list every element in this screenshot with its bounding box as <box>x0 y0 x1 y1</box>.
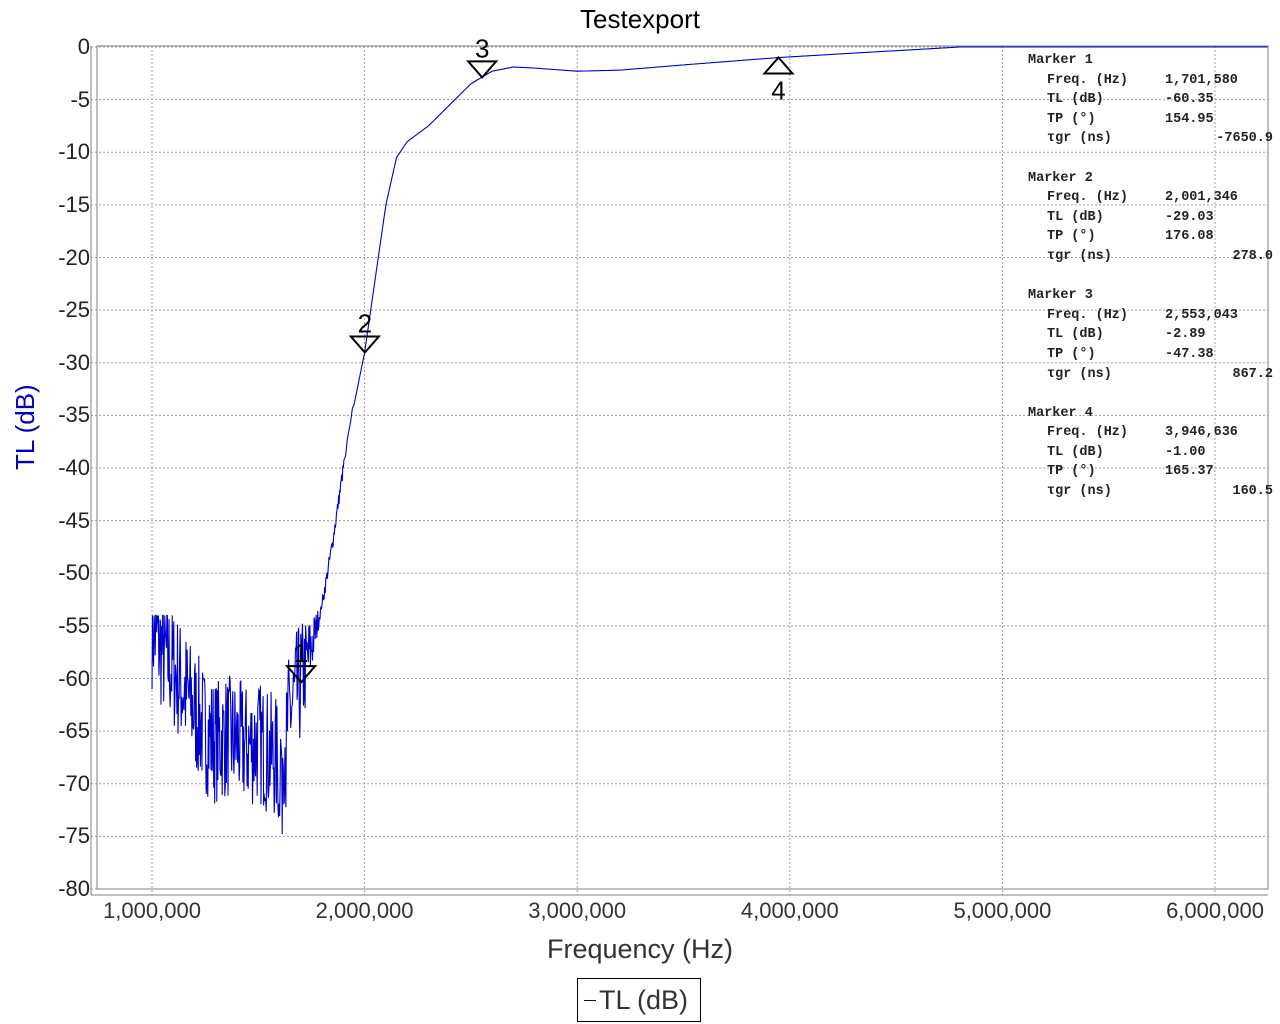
y-tick-label: -65 <box>58 718 90 744</box>
marker-readout-label: TL (dB) <box>1047 209 1104 225</box>
marker-readout-value: 278.0 <box>1232 248 1273 264</box>
y-tick-label: -35 <box>58 402 90 428</box>
marker-readout-row: Freq. (Hz) 1,701,580 <box>1028 71 1273 91</box>
marker-readout-value: -60.35 <box>1165 92 1214 108</box>
marker-triangle-icon[interactable] <box>762 56 795 75</box>
marker-readout-panel: Marker 1 Freq. (Hz) 1,701,580 TL (dB) -60.35… <box>1028 51 1273 521</box>
marker-readout-label: TL (dB) <box>1047 92 1104 108</box>
marker-readout-title: Marker 4 <box>1028 405 1093 421</box>
y-tick-label: -50 <box>58 560 90 586</box>
marker-readout-row: TP (°) 165.37 <box>1028 462 1273 482</box>
x-tick-label: 1,000,000 <box>103 898 201 923</box>
marker-readout-row: τgr (ns) 867.2 <box>1028 365 1273 385</box>
marker-number-label: 2 <box>358 309 372 339</box>
y-tick-label: -40 <box>58 455 90 480</box>
marker-readout-label: τgr (ns) <box>1047 366 1112 382</box>
marker-readout-row: Freq. (Hz) 3,946,636 <box>1028 423 1273 443</box>
marker-readout-row: τgr (ns) -7650.9 <box>1028 129 1273 149</box>
marker-readout-value: 2,001,346 <box>1165 190 1238 206</box>
y-tick-label: -70 <box>58 770 90 796</box>
marker-readout-label: τgr (ns) <box>1047 248 1112 264</box>
x-axis-label: Frequency (Hz) <box>546 934 734 964</box>
y-tick-label: -25 <box>58 297 90 323</box>
tl-curve <box>151 46 1268 835</box>
y-tick-label: -5 <box>70 86 90 112</box>
marker-readout-row: TL (dB) -1.00 <box>1028 443 1273 463</box>
marker-readout-title: Marker 2 <box>1028 170 1093 186</box>
y-tick-label: -75 <box>58 823 90 849</box>
marker-readout-row: Freq. (Hz) 2,553,043 <box>1028 306 1273 326</box>
marker-number-label: 4 <box>771 76 785 106</box>
marker-readout-block: Marker 2 Freq. (Hz) 2,001,346 TL (dB) -29.03… <box>1028 169 1273 267</box>
marker-readout-block: Marker 4 Freq. (Hz) 3,946,636 TL (dB) -1.00 T… <box>1028 404 1273 502</box>
marker-readout-label: Freq. (Hz) <box>1047 72 1129 88</box>
marker-readout-value: 2,553,043 <box>1165 307 1238 323</box>
marker-readout-value: 165.37 <box>1165 464 1214 480</box>
marker-readout-row: TP (°) -47.38 <box>1028 345 1273 365</box>
marker-readout-label: τgr (ns) <box>1047 131 1112 147</box>
y-tick-label: -80 <box>58 876 90 901</box>
marker-readout-label: Freq. (Hz) <box>1047 307 1129 323</box>
legend: TL (dB) <box>577 978 701 1022</box>
x-tick-label: 4,000,000 <box>740 898 839 923</box>
marker-readout-label: TP (°) <box>1047 346 1096 362</box>
marker-number-label: 3 <box>475 33 489 63</box>
marker-number-label: 1 <box>294 638 308 668</box>
marker-readout-row: τgr (ns) 278.0 <box>1028 247 1273 267</box>
marker-readout-row: τgr (ns) 160.5 <box>1028 482 1273 502</box>
x-tick-label: 2,000,000 <box>315 898 414 923</box>
marker-readout-value: -2.89 <box>1165 327 1206 343</box>
legend-line-swatch <box>584 999 596 1001</box>
y-tick-label: -15 <box>58 191 90 217</box>
marker-readout-value: -29.03 <box>1165 209 1214 225</box>
y-axis-label: TL (dB) <box>10 384 40 470</box>
marker-readout-row: TP (°) 176.08 <box>1028 227 1273 247</box>
marker-readout-row: TL (dB) -29.03 <box>1028 208 1273 228</box>
marker-readout-row: Freq. (Hz) 2,001,346 <box>1028 188 1273 208</box>
marker-readout-value: -1.00 <box>1165 444 1206 460</box>
y-tick-label: -55 <box>58 612 90 638</box>
marker-readout-label: Freq. (Hz) <box>1047 425 1129 441</box>
y-tick-label: 0 <box>77 34 90 59</box>
marker-readout-label: Freq. (Hz) <box>1047 190 1129 206</box>
marker-glyphs: 1 2 3 4 <box>284 33 795 684</box>
marker-triangle-icon[interactable] <box>284 665 318 684</box>
marker-readout-value: 154.95 <box>1165 111 1214 127</box>
plot-frame <box>96 45 1269 890</box>
y-tick-label: -10 <box>58 139 90 165</box>
marker-readout-block: Marker 3 Freq. (Hz) 2,553,043 TL (dB) -2.89 T… <box>1028 286 1273 384</box>
marker-readout-value: -47.38 <box>1165 346 1214 362</box>
x-tick-label: 6,000,000 <box>1166 898 1264 923</box>
marker-readout-label: TP (°) <box>1047 464 1096 480</box>
marker-readout-value: 176.08 <box>1165 229 1214 245</box>
marker-triangle-icon[interactable] <box>465 60 499 79</box>
marker-readout-row: TL (dB) -2.89 <box>1028 325 1273 345</box>
marker-readout-value: 1,701,580 <box>1165 72 1238 88</box>
y-tick-label: -45 <box>58 507 90 533</box>
y-tick-label: -20 <box>58 244 90 270</box>
marker-readout-title: Marker 1 <box>1028 53 1093 68</box>
chart-title: Testexport <box>580 4 700 34</box>
y-tick-label: -60 <box>58 665 90 691</box>
marker-triangle-icon[interactable] <box>348 335 382 355</box>
marker-readout-value: 3,946,636 <box>1165 425 1238 441</box>
marker-readout-label: TL (dB) <box>1047 444 1104 460</box>
marker-readout-row: TP (°) 154.95 <box>1028 110 1273 130</box>
marker-readout-label: TP (°) <box>1047 111 1096 127</box>
grid-lines <box>91 46 1268 895</box>
legend-label: TL (dB) <box>599 984 689 1015</box>
marker-readout-label: τgr (ns) <box>1047 484 1112 500</box>
marker-readout-row: TL (dB) -60.35 <box>1028 90 1273 110</box>
x-tick-label: 5,000,000 <box>953 898 1052 923</box>
marker-readout-title: Marker 3 <box>1028 288 1093 304</box>
marker-readout-value: 867.2 <box>1232 366 1273 382</box>
marker-readout-label: TL (dB) <box>1047 327 1104 343</box>
x-tick-label: 3,000,000 <box>528 898 627 923</box>
marker-readout-label: TP (°) <box>1047 229 1096 245</box>
marker-readout-block: Marker 1 Freq. (Hz) 1,701,580 TL (dB) -60.35… <box>1028 51 1273 149</box>
marker-readout-value: 160.5 <box>1232 484 1273 500</box>
marker-readout-value: -7650.9 <box>1216 131 1273 147</box>
y-tick-label: -30 <box>58 349 90 375</box>
